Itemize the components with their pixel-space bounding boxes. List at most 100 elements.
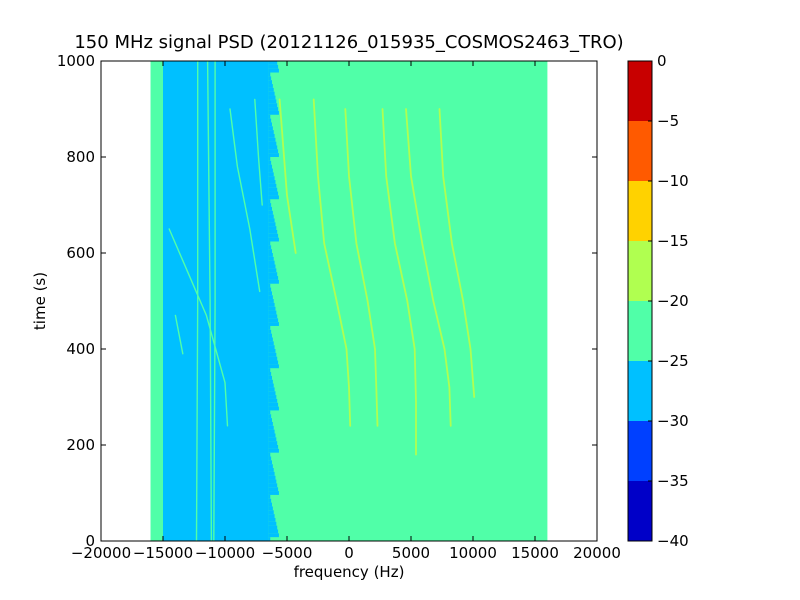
- colorbar-tick-label: −20: [657, 292, 689, 310]
- noise-edge: [268, 398, 278, 403]
- y-tick-label: 600: [66, 244, 95, 262]
- noise-edge: [268, 110, 279, 115]
- noise-edge: [268, 364, 279, 369]
- x-axis-label: frequency (Hz): [294, 563, 405, 581]
- x-tick-label: −20000: [71, 544, 131, 562]
- noise-edge: [268, 521, 277, 526]
- signal-trace: [174, 314, 184, 355]
- noise-edge: [268, 203, 272, 207]
- noise-edge: [268, 68, 279, 73]
- signal-trace: [168, 228, 229, 427]
- noise-edge: [268, 272, 278, 277]
- noise-edge: [268, 191, 279, 196]
- noise-edge: [268, 302, 275, 307]
- noise-edge: [268, 375, 272, 380]
- noise-edge: [268, 103, 278, 108]
- y-tick-label: 1000: [57, 52, 95, 70]
- noise-edge: [268, 475, 276, 480]
- noise-edge: [268, 460, 272, 465]
- noise-edge: [268, 533, 279, 538]
- noise-edge: [268, 349, 276, 353]
- colorbar-segment: [628, 361, 652, 421]
- signal-trace: [278, 98, 297, 254]
- noise-edge: [268, 525, 278, 530]
- noise-edge: [268, 483, 278, 488]
- noise-edge: [268, 183, 277, 188]
- y-tick-label: 400: [66, 340, 95, 358]
- noise-edge: [268, 425, 274, 430]
- noise-edge: [268, 341, 274, 346]
- noise-edge: [268, 172, 274, 177]
- noise-edge: [268, 387, 275, 392]
- colorbar-tick-label: −30: [657, 412, 689, 430]
- x-tick-label: 0: [344, 544, 354, 562]
- noise-edge: [268, 345, 275, 349]
- noise-edge: [268, 64, 279, 69]
- noise-edge: [268, 237, 279, 242]
- noise-edge: [268, 199, 271, 204]
- noise-edge: [268, 72, 271, 77]
- noise-edge: [268, 264, 276, 269]
- signal-trace: [195, 61, 199, 541]
- noise-edge: [268, 437, 277, 442]
- noise-edge: [268, 153, 279, 157]
- noise-edge: [268, 464, 273, 469]
- noise-edge: [268, 118, 272, 123]
- noise-edge: [268, 95, 276, 100]
- x-tick-label: 5000: [392, 544, 430, 562]
- noise-edge: [268, 379, 273, 384]
- colorbar-segment: [628, 481, 652, 541]
- noise-edge: [268, 510, 274, 515]
- noise-edge: [268, 372, 272, 376]
- noise-edge: [268, 310, 277, 315]
- noise-edge: [268, 421, 273, 426]
- noise-edge: [268, 256, 274, 261]
- noise-edge: [268, 241, 271, 246]
- noise-edge: [268, 233, 279, 238]
- noise-edge: [268, 126, 273, 131]
- noise-edge: [268, 137, 276, 142]
- noise-edge: [268, 279, 279, 284]
- signal-trace: [312, 98, 352, 427]
- noise-edge: [268, 514, 275, 518]
- noise-edge: [268, 502, 272, 507]
- noise-edge: [268, 471, 275, 476]
- noise-edge: [268, 299, 274, 303]
- noise-edge: [268, 356, 278, 361]
- noise-edge: [268, 383, 274, 388]
- chart-title: 150 MHz signal PSD (20121126_015935_COSM…: [74, 32, 623, 53]
- noise-edge: [268, 529, 279, 534]
- noise-edge: [268, 195, 279, 200]
- noise-edge: [268, 445, 279, 449]
- noise-edge: [268, 494, 271, 499]
- noise-edge: [268, 414, 272, 419]
- colorbar-segment: [628, 121, 652, 181]
- noise-edge: [268, 283, 271, 288]
- noise-edge: [268, 333, 272, 338]
- signal-trace: [438, 108, 476, 398]
- noise-edge: [268, 260, 275, 265]
- noise-edge: [268, 433, 276, 438]
- signal-trace: [381, 108, 417, 456]
- noise-edge: [268, 160, 272, 165]
- noise-edge: [268, 61, 278, 65]
- colorbar-segment: [628, 301, 652, 361]
- colorbar-segment: [628, 61, 652, 121]
- noise-edge: [268, 487, 279, 492]
- noise-edge: [268, 206, 272, 211]
- signal-trace: [213, 61, 216, 541]
- noise-band: [156, 61, 269, 541]
- noise-edge: [268, 360, 279, 365]
- x-tick-label: −10000: [195, 544, 255, 562]
- noise-edge: [268, 395, 277, 399]
- noise-edge: [268, 448, 279, 453]
- noise-edge: [268, 218, 275, 223]
- noise-edge: [268, 306, 276, 311]
- colorbar-tick-label: −35: [657, 472, 689, 490]
- noise-edge: [268, 479, 277, 484]
- x-axis: −20000 −15000 −10000 −5000 0 5000 10000 15000 20…: [71, 61, 621, 562]
- colorbar-tick-label: −10: [657, 172, 689, 190]
- noise-edge: [268, 418, 272, 422]
- noise-edge: [268, 133, 275, 138]
- noise-edge: [268, 295, 273, 300]
